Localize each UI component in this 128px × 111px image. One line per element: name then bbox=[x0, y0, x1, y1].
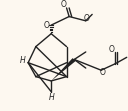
Text: O: O bbox=[61, 0, 67, 9]
Text: O: O bbox=[99, 68, 105, 77]
Text: O: O bbox=[43, 21, 49, 30]
Text: H: H bbox=[20, 56, 26, 65]
Text: H: H bbox=[48, 93, 54, 102]
Polygon shape bbox=[51, 58, 76, 81]
Text: O: O bbox=[84, 14, 90, 23]
Text: O: O bbox=[108, 45, 114, 54]
